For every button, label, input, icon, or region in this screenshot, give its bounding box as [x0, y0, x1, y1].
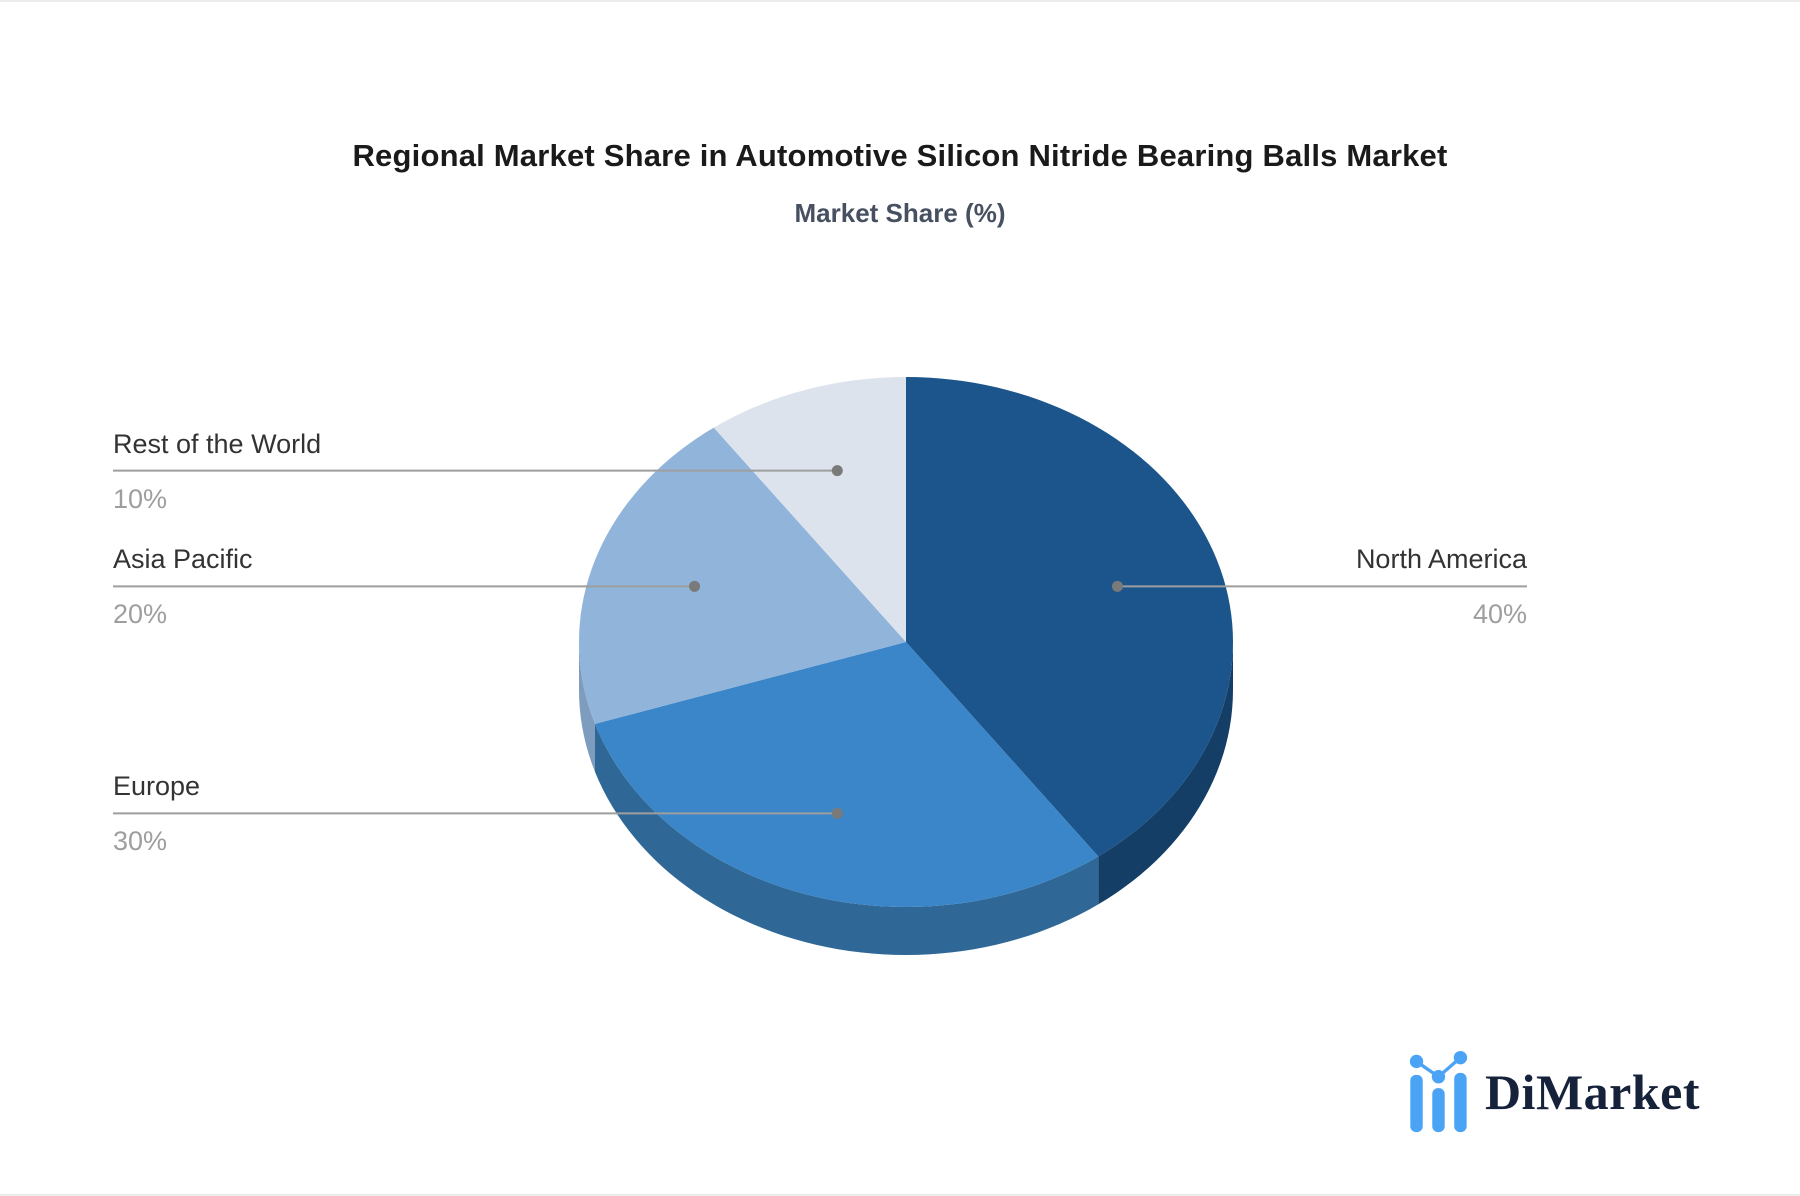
slice-label-north-america: North America 40% — [1356, 541, 1527, 632]
slice-label-text: Europe — [113, 771, 201, 802]
slice-label-rest-of-the-world: Rest of the World 10% — [113, 426, 321, 517]
brand-name: DiMarket — [1484, 1064, 1700, 1120]
pie-slice-side-north-america — [1098, 642, 1233, 905]
leader-dot-europe — [831, 807, 843, 819]
bar-line-chart-icon — [1409, 1050, 1468, 1133]
slice-percent-text: 10% — [113, 483, 168, 514]
slice-label-text: North America — [1355, 544, 1527, 575]
leader-dot-rest-of-the-world — [831, 465, 843, 477]
slice-label-text: Asia Pacific — [113, 544, 253, 575]
leader-dot-asia-pacific — [689, 580, 701, 592]
pie-slice-north-america[interactable] — [906, 377, 1233, 857]
slice-label-europe: Europe 30% — [113, 768, 200, 859]
pie-slice-europe[interactable] — [595, 642, 1099, 907]
chart-subtitle: Market Share (%) — [794, 198, 1006, 228]
brand-logo: DiMarket — [1407, 1044, 1700, 1140]
slice-label-asia-pacific: Asia Pacific 20% — [113, 541, 253, 632]
slice-percent-text: 40% — [1472, 599, 1527, 630]
slice-label-text: Rest of the World — [113, 428, 322, 459]
slice-percent-text: 20% — [113, 599, 168, 630]
chart-title: Regional Market Share in Automotive Sili… — [352, 138, 1448, 173]
pie-slice-side-europe — [595, 723, 1099, 955]
leader-dot-north-america — [1111, 580, 1123, 592]
pie-slice-side-asia-pacific — [579, 642, 596, 772]
pie-slice-asia-pacific[interactable] — [579, 427, 906, 724]
slice-percent-text: 30% — [113, 826, 168, 857]
pie-slice-rest-of-the-world[interactable] — [713, 377, 906, 642]
